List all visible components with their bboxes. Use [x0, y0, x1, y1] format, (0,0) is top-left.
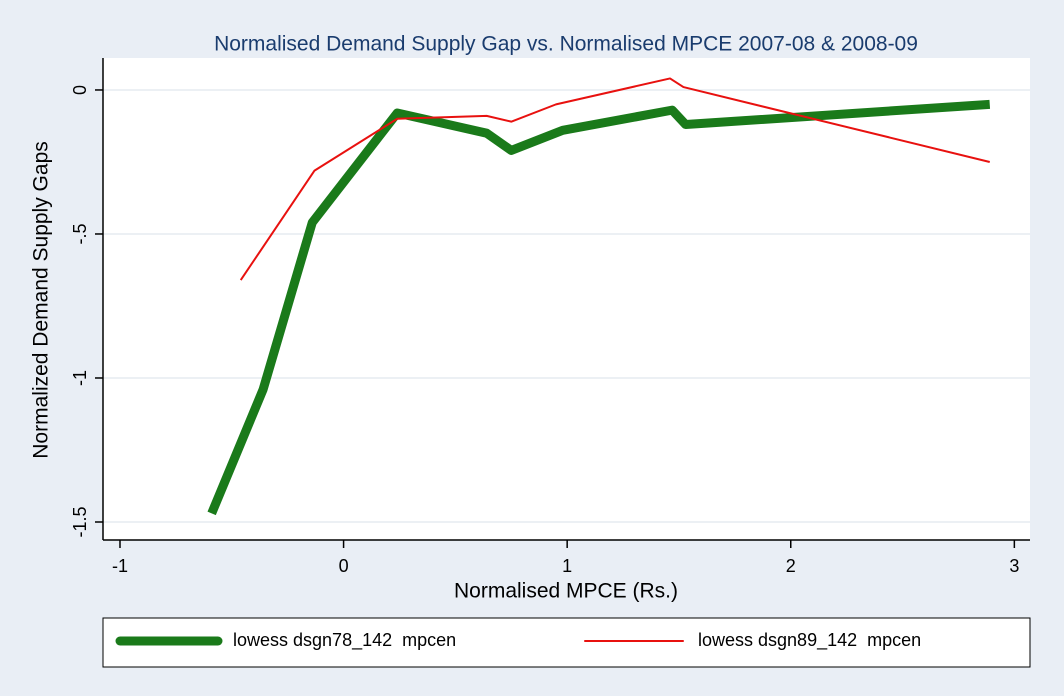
- x-tick-label: 1: [562, 556, 572, 576]
- legend-label: lowess dsgn78_142 mpcen: [233, 630, 456, 651]
- y-axis-title: Normalized Demand Supply Gaps: [30, 141, 53, 458]
- legend-box: [102, 617, 1031, 668]
- data-line: [207, 99, 991, 516]
- y-tick-label: 0: [70, 85, 90, 95]
- y-tick-label: -1.5: [70, 506, 90, 537]
- x-tick-label: 0: [339, 556, 349, 576]
- x-tick-label: -1: [112, 556, 128, 576]
- plot-area: [103, 58, 1030, 540]
- chart-title: Normalised Demand Supply Gap vs. Normali…: [214, 33, 918, 56]
- x-tick-label: 3: [1009, 556, 1019, 576]
- data-line: [239, 77, 990, 281]
- y-tick-label: -1: [70, 370, 90, 386]
- x-tick-label: 2: [786, 556, 796, 576]
- legend-label: lowess dsgn89_142 mpcen: [698, 630, 921, 651]
- x-axis-title: Normalised MPCE (Rs.): [454, 580, 678, 603]
- y-tick-label: -.5: [70, 223, 90, 244]
